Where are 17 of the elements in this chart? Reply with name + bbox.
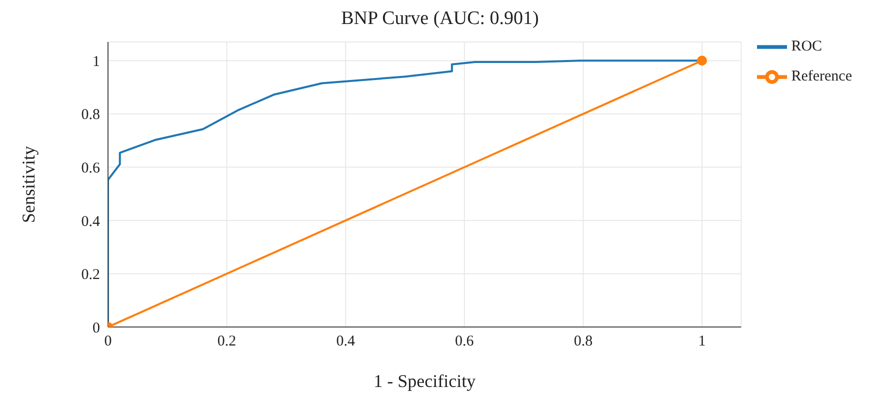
y-tick-label: 0.2 <box>81 267 100 284</box>
x-tick-label: 0.6 <box>455 334 474 350</box>
x-tick-label: 0.2 <box>217 334 236 350</box>
y-axis-title: Sensitivity <box>18 146 38 224</box>
x-axis-title: 1 - Specificity <box>374 371 476 391</box>
y-tick-label: 0.6 <box>81 160 100 177</box>
x-tick-label: 0.8 <box>574 334 593 350</box>
y-tick-label: 0.4 <box>81 214 100 230</box>
legend-label: Reference <box>791 68 852 84</box>
y-tick-label: 0 <box>92 320 100 336</box>
x-tick-label: 0.4 <box>336 334 356 350</box>
chart-title: BNP Curve (AUC: 0.901) <box>340 8 540 30</box>
legend-label: ROC <box>791 38 822 54</box>
y-tick-label: 0.8 <box>81 107 100 124</box>
x-tick-label: 0 <box>104 334 112 350</box>
x-tick-label: 1 <box>698 334 706 350</box>
y-tick-label: 1 <box>92 54 100 70</box>
